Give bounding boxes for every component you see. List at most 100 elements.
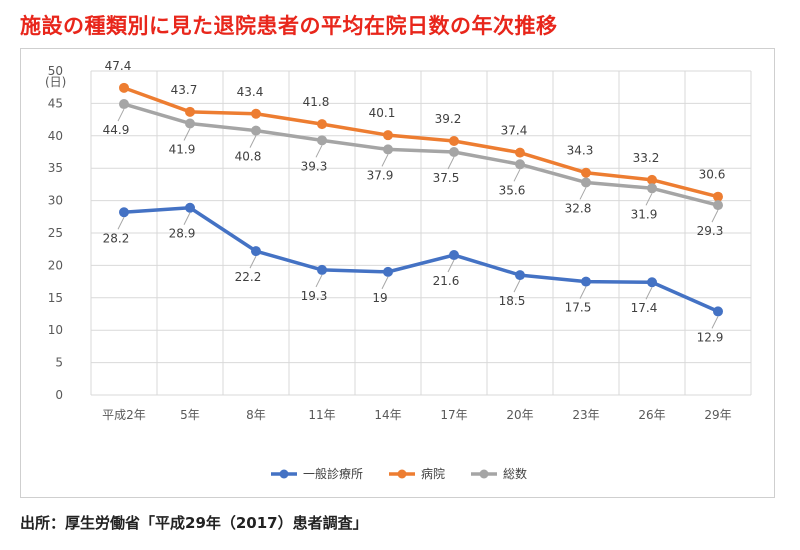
data-point bbox=[251, 246, 261, 257]
data-point bbox=[515, 159, 525, 170]
legend-marker bbox=[397, 469, 407, 479]
x-tick-label: 11年 bbox=[308, 408, 335, 422]
data-point bbox=[185, 202, 195, 213]
data-point bbox=[581, 167, 591, 178]
data-label: 43.4 bbox=[237, 85, 264, 99]
label-leader bbox=[249, 255, 257, 269]
label-leader bbox=[315, 145, 323, 158]
data-label: 39.2 bbox=[435, 112, 462, 126]
y-tick-label: 45 bbox=[48, 96, 63, 110]
data-label: 21.6 bbox=[433, 274, 460, 288]
data-point bbox=[647, 277, 657, 288]
y-axis: 0 5 10 15 20 25 30 35 40 45 50(日) bbox=[45, 64, 66, 402]
data-label: 30.6 bbox=[699, 168, 726, 182]
y-tick-label: 25 bbox=[48, 226, 63, 240]
data-point bbox=[383, 130, 393, 141]
data-point bbox=[383, 144, 393, 155]
data-label: 12.9 bbox=[697, 330, 724, 344]
y-tick-label: 10 bbox=[48, 323, 63, 337]
label-leader bbox=[513, 169, 521, 182]
series-lines bbox=[119, 82, 723, 317]
chart-title: 施設の種類別に見た退院患者の平均在院日数の年次推移 bbox=[20, 14, 558, 38]
data-label: 17.4 bbox=[631, 301, 658, 315]
data-point bbox=[119, 99, 129, 110]
data-label: 33.2 bbox=[633, 151, 660, 165]
y-tick-label: 50 bbox=[48, 64, 63, 78]
x-tick-label: 17年 bbox=[440, 408, 467, 422]
x-tick-label: 29年 bbox=[704, 408, 731, 422]
label-leader bbox=[183, 212, 191, 225]
label-leader bbox=[711, 209, 719, 223]
legend-label: 総数 bbox=[503, 466, 527, 481]
label-leader bbox=[117, 108, 125, 122]
x-tick-label: 平成2年 bbox=[102, 408, 146, 422]
data-point bbox=[449, 250, 459, 261]
data-label: 41.9 bbox=[169, 142, 196, 156]
y-tick-label: 20 bbox=[48, 258, 63, 272]
gridlines bbox=[90, 70, 752, 396]
data-point bbox=[647, 183, 657, 194]
data-label: 29.3 bbox=[697, 224, 724, 238]
y-tick-label: 40 bbox=[48, 129, 63, 143]
data-point bbox=[317, 135, 327, 146]
legend-marker bbox=[479, 469, 489, 479]
label-leader bbox=[447, 259, 455, 273]
label-leader bbox=[381, 154, 389, 167]
data-label: 41.8 bbox=[303, 95, 330, 109]
data-label: 47.4 bbox=[105, 59, 132, 73]
data-label: 19.3 bbox=[301, 289, 328, 303]
line-chart: 0 5 10 15 20 25 30 35 40 45 50(日) 平成2年 5年 8年 11年 14年 17… bbox=[45, 59, 752, 481]
label-leader bbox=[513, 279, 521, 293]
data-label: 37.5 bbox=[433, 171, 460, 185]
x-tick-label: 14年 bbox=[374, 408, 401, 422]
data-label: 18.5 bbox=[499, 294, 526, 308]
data-label: 40.1 bbox=[369, 106, 396, 120]
data-label: 31.9 bbox=[631, 207, 658, 221]
data-label: 37.9 bbox=[367, 168, 394, 182]
data-point bbox=[581, 276, 591, 287]
data-point bbox=[515, 147, 525, 158]
data-point bbox=[185, 106, 195, 117]
data-point bbox=[383, 266, 393, 277]
data-label: 40.8 bbox=[235, 150, 262, 164]
legend-label: 病院 bbox=[421, 466, 445, 481]
label-leader bbox=[381, 276, 389, 290]
y-axis-label: (日) bbox=[45, 75, 66, 89]
data-point bbox=[251, 125, 261, 136]
x-tick-label: 26年 bbox=[638, 408, 665, 422]
label-leader bbox=[645, 193, 653, 206]
chart-frame: 0 5 10 15 20 25 30 35 40 45 50 (日) 平成2年 5年 8年 11年 14年 17… bbox=[20, 48, 775, 498]
data-label: 34.3 bbox=[567, 144, 594, 158]
y-tick-label: 30 bbox=[48, 194, 63, 208]
data-point bbox=[647, 174, 657, 185]
data-point bbox=[713, 191, 723, 202]
series-line bbox=[123, 205, 719, 314]
label-leader bbox=[579, 187, 587, 200]
data-point bbox=[251, 108, 261, 119]
data-label: 43.7 bbox=[171, 83, 198, 97]
data-point bbox=[713, 306, 723, 317]
label-leader bbox=[711, 316, 719, 329]
data-label: 37.4 bbox=[501, 124, 528, 138]
data-point bbox=[317, 264, 327, 275]
label-leader bbox=[249, 135, 257, 148]
data-label: 44.9 bbox=[103, 123, 130, 137]
y-tick-label: 5 bbox=[55, 356, 63, 370]
data-labels: 28.2 28.9 22.2 19.3 19 21.6 18.5 17.5 17.4 12.9 47… bbox=[103, 59, 726, 345]
x-tick-label: 5年 bbox=[180, 408, 200, 422]
data-point bbox=[119, 82, 129, 93]
data-label: 39.3 bbox=[301, 159, 328, 173]
label-leader bbox=[315, 274, 323, 288]
data-point bbox=[713, 200, 723, 211]
source-note: 出所：厚生労働省「平成29年（2017）患者調査」 bbox=[20, 514, 368, 532]
data-point bbox=[449, 135, 459, 146]
data-label: 28.2 bbox=[103, 231, 130, 245]
data-point bbox=[119, 207, 129, 218]
legend-marker bbox=[279, 469, 289, 479]
label-leader bbox=[447, 156, 455, 170]
x-axis: 平成2年 5年 8年 11年 14年 17年 20年 23年 26年 29年 bbox=[102, 408, 731, 422]
data-point bbox=[449, 147, 459, 157]
data-label: 28.9 bbox=[169, 227, 196, 241]
label-leader bbox=[117, 217, 125, 230]
data-label: 17.5 bbox=[565, 301, 592, 315]
